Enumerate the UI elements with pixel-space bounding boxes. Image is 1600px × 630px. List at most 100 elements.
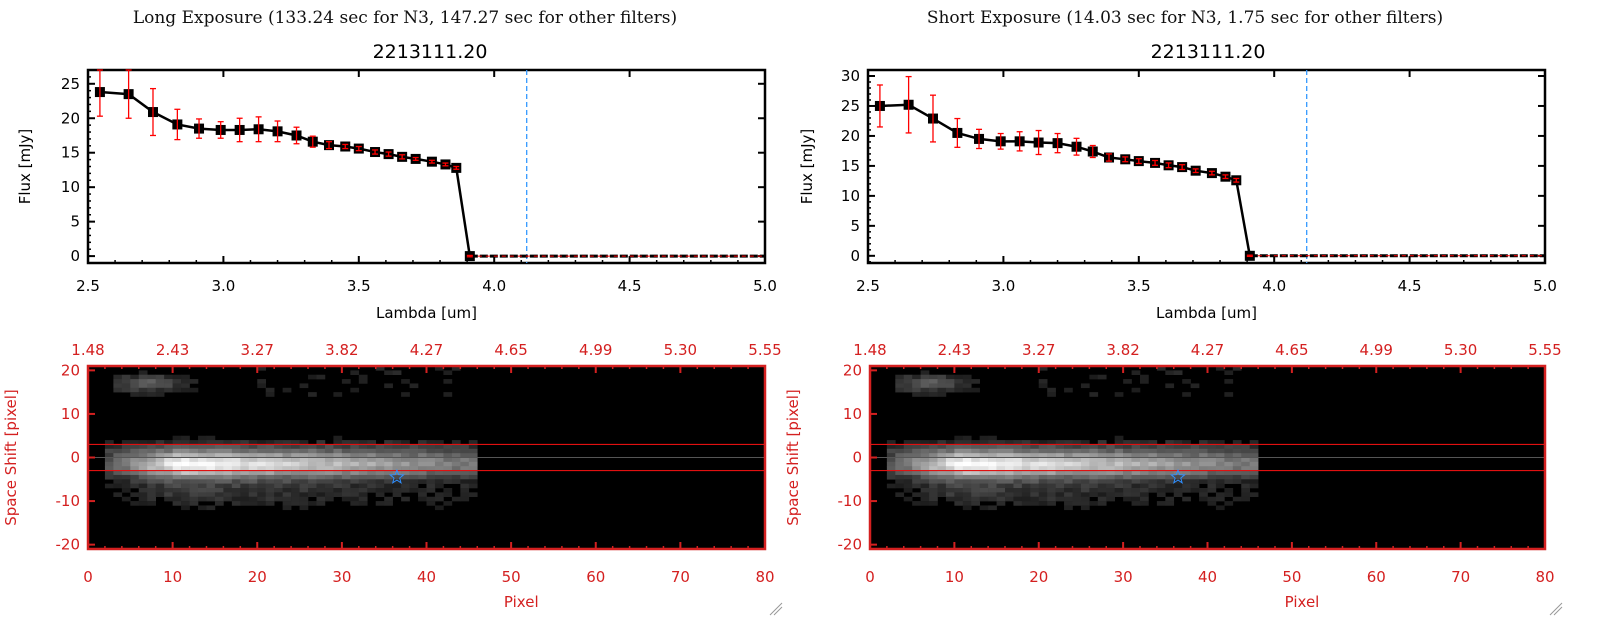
image-pixel: [248, 453, 258, 458]
image-pixel: [1089, 448, 1099, 454]
image-pixel: [1080, 383, 1090, 389]
image-pixel: [954, 435, 964, 441]
x-tick-label: 4.0: [1262, 277, 1286, 295]
image-pixel: [248, 444, 258, 450]
image-pixel: [189, 448, 199, 454]
image-pixel: [113, 470, 123, 476]
image-pixel: [937, 479, 947, 484]
image-pixel: [1038, 492, 1048, 498]
image-pixel: [299, 470, 309, 476]
image-pixel: [299, 479, 309, 484]
image-pixel: [451, 444, 461, 450]
y-tick-label: -10: [56, 492, 81, 510]
image-pixel: [912, 474, 921, 480]
image-pixel: [886, 474, 896, 480]
image-pixel: [401, 453, 410, 458]
image-pixel: [138, 453, 148, 458]
image-pixel: [350, 440, 360, 445]
image-pixel: [265, 488, 275, 493]
image-pixel: [409, 461, 419, 467]
image-pixel: [155, 387, 165, 393]
image-pixel: [121, 374, 131, 380]
image-pixel: [392, 479, 402, 484]
image-pixel: [121, 453, 131, 458]
image-pixel: [1038, 470, 1048, 476]
image-pixel: [1207, 483, 1217, 489]
image-pixel: [1199, 496, 1208, 502]
image-pixel: [231, 461, 241, 467]
image-pixel: [147, 392, 156, 397]
image-pixel: [1207, 444, 1217, 450]
image-pixel: [155, 479, 165, 484]
image-pixel: [979, 461, 989, 467]
image-pixel: [1182, 496, 1191, 502]
image-pixel: [316, 479, 326, 484]
star-icon: [388, 468, 405, 484]
image-pixel: [903, 461, 913, 467]
x-tick-label: 40: [1198, 568, 1217, 586]
image-pixel: [291, 453, 300, 458]
image-pixel: [401, 474, 410, 480]
image-pixel: [971, 488, 980, 493]
image-pixel: [206, 444, 216, 450]
image-pixel: [1199, 448, 1208, 454]
image-x-axis-label: Pixel: [504, 593, 539, 611]
image-pixel: [1156, 501, 1166, 506]
image-pixel: [1182, 461, 1191, 467]
image-pixel: [1047, 492, 1056, 498]
image-pixel: [1097, 470, 1107, 476]
image-pixel: [147, 492, 156, 498]
image-pixel: [1072, 474, 1082, 480]
star-icon: [1169, 468, 1186, 484]
y-tick-label: 30: [841, 67, 860, 85]
image-pixel: [240, 470, 250, 476]
image-pixel: [223, 483, 233, 489]
image-pixel: [929, 453, 938, 458]
image-pixel: [392, 453, 402, 458]
image-pixel: [434, 496, 444, 502]
image-pixel: [1165, 501, 1175, 506]
image-pixel: [1114, 474, 1124, 480]
image-pixel: [1232, 466, 1242, 471]
image-pixel: [341, 448, 351, 454]
image-pixel: [138, 470, 148, 476]
image-pixel: [1047, 466, 1056, 471]
image-pixel: [113, 479, 123, 484]
image-pixel: [962, 501, 972, 506]
spectrum-plot: 2.5 3.0 3.5 4.0 4.5 5.0 0 5 10 15 20 25 30 Lambda [um…: [798, 67, 1557, 322]
image-pixel: [434, 440, 444, 445]
image-pixel: [130, 479, 140, 484]
image-pixel: [274, 496, 283, 502]
image-pixel: [181, 444, 190, 450]
image-pixel: [1232, 474, 1242, 480]
image-pixel: [350, 387, 360, 393]
image-pixel: [172, 387, 182, 393]
image-pixel: [206, 461, 216, 467]
image-pixel: [1123, 444, 1132, 450]
image-pixel: [937, 383, 947, 389]
image-pixel: [1005, 453, 1014, 458]
image-pixel: [1140, 461, 1149, 467]
image-pixel: [1249, 479, 1259, 484]
image-pixel: [409, 488, 419, 493]
image-pixel: [920, 483, 930, 489]
image-pixel: [1182, 479, 1191, 484]
image-pixel: [333, 479, 343, 484]
image-pixel: [1173, 479, 1183, 484]
image-pixel: [945, 470, 955, 476]
y-tick-label: 20: [61, 361, 80, 379]
image-pixel: [282, 448, 292, 454]
image-pixel: [333, 492, 343, 498]
image-pixel: [1215, 448, 1225, 454]
image-pixel: [1072, 496, 1082, 502]
image-pixel: [384, 461, 393, 467]
image-pixel: [265, 453, 275, 458]
image-pixel: [945, 488, 955, 493]
image-pixel: [460, 453, 470, 458]
image-pixel: [996, 440, 1006, 445]
image-pixel: [113, 457, 123, 463]
image-pixel: [138, 392, 148, 397]
image-pixel: [198, 479, 207, 484]
image-pixel: [130, 461, 140, 467]
image-pixel: [1232, 444, 1242, 450]
